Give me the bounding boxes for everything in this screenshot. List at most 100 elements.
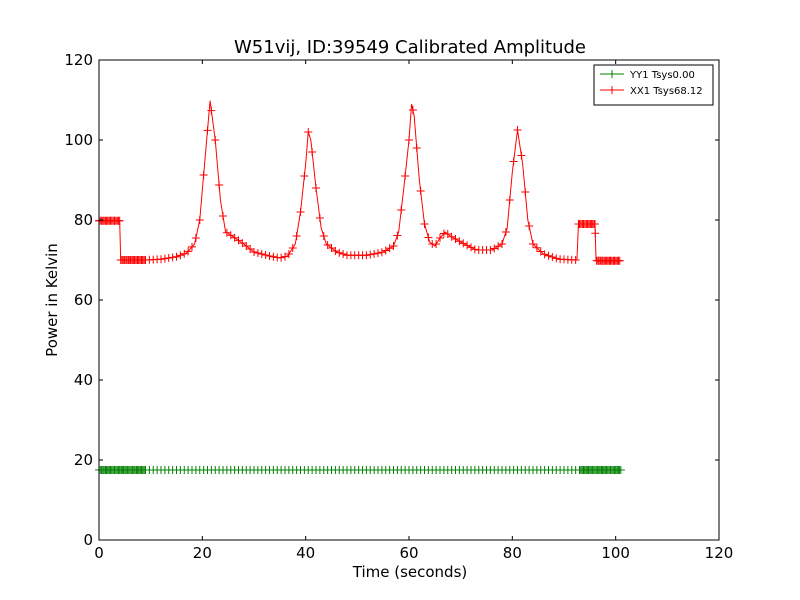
data-point: [470, 245, 479, 254]
data-point: [509, 157, 518, 166]
data-point: [141, 256, 150, 264]
data-point: [451, 235, 460, 243]
series-1: [95, 100, 624, 265]
data-point: [432, 240, 441, 248]
y-tick-label: 0: [83, 531, 93, 549]
axes: 0 20 40 60 80 100 120 0 20 40 60 80 100 120: [64, 51, 733, 562]
data-point: [416, 187, 425, 195]
x-tick-label: 20: [193, 544, 212, 562]
data-point: [296, 208, 305, 216]
x-tick-label: 0: [94, 544, 104, 562]
data-point: [529, 240, 537, 248]
data-point: [420, 220, 429, 228]
chart-title: W51vij, ID:39549 Calibrated Amplitude: [234, 37, 586, 58]
data-point: [319, 232, 328, 240]
data-point: [141, 466, 150, 474]
data-point: [436, 234, 444, 242]
x-tick-label: 120: [705, 544, 734, 562]
data-point: [393, 231, 402, 240]
data-point: [412, 144, 421, 152]
data-point: [498, 240, 506, 248]
x-tick-label: 100: [601, 544, 630, 562]
data-point: [424, 233, 433, 242]
data-point: [211, 136, 220, 144]
data-point: [377, 248, 386, 257]
y-tick-label: 40: [74, 371, 93, 389]
data-point: [405, 136, 413, 144]
data-point: [463, 241, 472, 250]
data-point: [157, 255, 165, 264]
data-point: [525, 222, 534, 230]
data-point: [308, 148, 317, 156]
data-point: [571, 255, 580, 264]
data-point: [304, 128, 313, 136]
data-point: [331, 247, 340, 255]
data-point: [188, 242, 196, 251]
legend-entry: XX1 Tsys68.12: [600, 86, 703, 97]
data-point: [381, 246, 390, 255]
data-point: [269, 252, 278, 261]
x-tick-label: 80: [503, 544, 522, 562]
data-point: [261, 251, 270, 259]
y-axis-label: Power in Kelvin: [43, 243, 61, 357]
data-point: [277, 253, 286, 262]
data-point: [195, 216, 204, 224]
x-tick-label: 40: [296, 544, 315, 562]
y-tick-label: 100: [64, 131, 93, 149]
data-point: [292, 232, 301, 240]
legend-label: XX1 Tsys68.12: [630, 86, 703, 97]
y-tick-label: 60: [74, 291, 93, 309]
legend-entry: YY1 Tsys0.00: [600, 70, 695, 81]
y-tick-label: 120: [64, 51, 93, 69]
data-point: [501, 228, 510, 236]
legend: YY1 Tsys0.00 XX1 Tsys68.12: [593, 64, 714, 106]
data-point: [532, 243, 541, 252]
data-point: [552, 254, 561, 263]
data-point: [288, 244, 297, 252]
data-point: [486, 246, 495, 254]
data-point: [505, 196, 514, 204]
data-point: [184, 247, 193, 256]
data-point: [408, 106, 417, 114]
data-point: [253, 249, 262, 257]
data-point: [191, 234, 200, 242]
data-point: [168, 253, 177, 262]
data-point: [385, 244, 394, 253]
data-point: [257, 250, 266, 258]
data-point: [215, 181, 224, 189]
legend-label: YY1 Tsys0.00: [629, 70, 695, 81]
y-tick-label: 80: [74, 211, 93, 229]
data-point: [207, 106, 216, 115]
data-point: [172, 252, 181, 261]
data-point: [284, 250, 293, 258]
data-point: [540, 250, 549, 259]
data-point: [494, 242, 503, 251]
data-point: [315, 214, 324, 222]
data-point: [467, 243, 475, 252]
data-point: [459, 239, 468, 248]
data-point: [548, 253, 557, 262]
legend-box: [593, 64, 714, 106]
data-point: [370, 249, 379, 258]
data-point: [490, 244, 499, 253]
data-point: [616, 466, 625, 474]
data-point: [199, 171, 208, 179]
data-point: [513, 126, 522, 134]
y-tick-label: 20: [74, 451, 93, 469]
data-point: [366, 250, 375, 259]
plot-area-series: [95, 100, 625, 474]
data-point: [164, 254, 173, 262]
data-point: [203, 126, 212, 135]
data-point: [115, 216, 124, 225]
data-point: [455, 237, 464, 246]
data-point: [521, 188, 530, 196]
data-point: [219, 212, 227, 220]
data-point: [300, 172, 309, 180]
data-point: [591, 229, 600, 238]
data-point: [312, 184, 320, 192]
data-point: [389, 242, 398, 250]
data-point: [544, 251, 553, 260]
data-point: [401, 172, 410, 180]
legend-marker: [608, 70, 616, 78]
